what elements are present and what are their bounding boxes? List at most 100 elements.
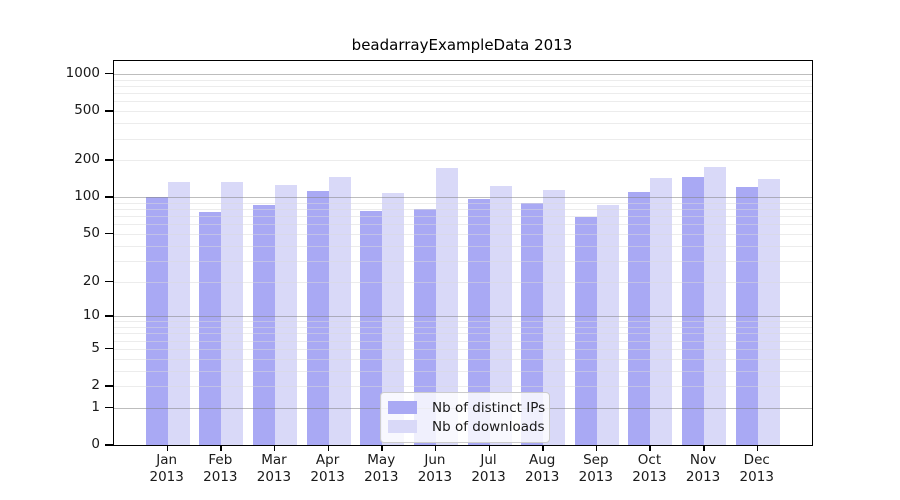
legend-swatch-downloads: [388, 420, 417, 433]
gridline-minor: [114, 321, 812, 323]
x-axis-label: Jun 2013: [417, 452, 453, 485]
y-axis-tick: [105, 406, 113, 409]
x-axis-tick: [327, 445, 330, 451]
y-axis-tick: [105, 196, 113, 198]
gridline-minor: [114, 386, 812, 387]
x-axis-label: Jul 2013: [471, 452, 506, 485]
legend-swatch-ips: [388, 401, 417, 414]
bar-downloads: [382, 192, 405, 445]
bar-downloads: [543, 190, 566, 445]
y-axis-tick: [105, 347, 113, 350]
bar-distinct-ips: [199, 212, 222, 445]
y-axis-tick: [105, 72, 113, 75]
x-axis-tick: [649, 445, 651, 451]
x-axis-tick: [220, 445, 222, 451]
gridline-minor: [114, 333, 812, 335]
x-axis-tick: [273, 445, 276, 451]
bar-distinct-ips: [628, 192, 651, 445]
x-axis-tick: [542, 445, 544, 451]
gridline-minor: [114, 138, 812, 140]
bar-downloads: [489, 186, 512, 445]
legend-item-downloads: Nb of downloads: [388, 417, 545, 436]
y-axis-tick: [105, 159, 113, 161]
gridline-minor: [114, 260, 812, 262]
gridline-minor: [114, 224, 812, 226]
x-axis-tick: [756, 445, 759, 451]
gridline-major: [114, 197, 812, 199]
x-axis-tick: [381, 445, 383, 451]
bar-distinct-ips: [145, 197, 168, 445]
y-axis-label: 100: [74, 188, 100, 205]
bar-downloads: [328, 177, 351, 445]
y-axis-label: 1: [91, 398, 100, 415]
gridline-minor: [114, 79, 812, 81]
x-axis-tick: [488, 445, 491, 451]
y-axis-tick: [105, 232, 113, 235]
y-axis-label: 2: [91, 377, 100, 393]
gridline-minor: [114, 202, 812, 204]
x-axis-label: Nov 2013: [685, 452, 721, 485]
legend-item-distinct-ips: Nb of distinct IPs: [388, 398, 545, 417]
gridline-minor: [114, 85, 812, 87]
y-axis-tick: [105, 385, 113, 387]
bar-downloads: [274, 184, 297, 445]
y-axis-tick: [105, 110, 113, 112]
plot-area: Nb of distinct IPs Nb of downloads: [113, 60, 813, 446]
y-axis-label: 1000: [65, 64, 100, 81]
x-axis-label: Feb 2013: [203, 452, 238, 485]
gridline-major: [114, 316, 812, 318]
bar-downloads: [757, 178, 780, 445]
bar-distinct-ips: [252, 205, 275, 445]
y-axis-label: 50: [82, 224, 100, 241]
x-axis-tick: [595, 445, 598, 451]
y-axis-label: 500: [74, 102, 100, 119]
bar-downloads: [221, 182, 244, 445]
gridline-minor: [114, 327, 812, 328]
gridline-major: [114, 73, 812, 75]
chart-title: beadarrayExampleData 2013: [351, 36, 573, 54]
gridline-minor: [114, 160, 812, 162]
x-axis-label: Mar 2013: [256, 452, 292, 485]
gridline-minor: [114, 209, 812, 211]
y-axis-label: 5: [91, 339, 100, 356]
x-axis-tick: [166, 445, 169, 451]
gridline-minor: [114, 93, 812, 95]
gridline-minor: [114, 340, 812, 342]
bar-distinct-ips: [521, 202, 544, 445]
x-axis-label: Oct 2013: [632, 452, 667, 485]
gridline-minor: [114, 123, 812, 125]
y-axis-tick: [105, 315, 113, 317]
gridline-minor: [114, 370, 812, 372]
x-axis-label: May 2013: [364, 452, 399, 485]
legend: Nb of distinct IPs Nb of downloads: [380, 392, 550, 443]
gridline-minor: [114, 111, 812, 113]
legend-label-ips: Nb of distinct IPs: [432, 399, 546, 416]
gridline-minor: [114, 348, 812, 350]
bar-distinct-ips: [306, 191, 329, 445]
x-axis-label: Aug 2013: [524, 452, 560, 485]
x-axis-label: Sep 2013: [578, 452, 613, 485]
bar-downloads: [596, 204, 619, 445]
y-axis-tick: [105, 444, 113, 446]
bar-distinct-ips: [574, 216, 597, 445]
gridline-minor: [114, 281, 812, 283]
bar-downloads: [167, 182, 190, 445]
bar-distinct-ips: [682, 176, 705, 445]
gridline-minor: [114, 245, 812, 247]
bar-downloads: [650, 177, 673, 445]
y-axis-tick: [105, 280, 113, 282]
y-axis-label: 0: [91, 436, 100, 452]
gridline-minor: [114, 358, 812, 360]
x-axis-tick: [434, 445, 437, 451]
y-axis-label: 200: [74, 151, 100, 168]
x-axis-label: Apr 2013: [310, 452, 345, 485]
gridline-minor: [114, 233, 812, 235]
gridline-minor: [114, 101, 812, 103]
y-axis-label: 20: [82, 272, 100, 289]
gridline-minor: [114, 216, 812, 218]
bar-downloads: [435, 168, 458, 445]
bar-downloads: [704, 167, 727, 445]
legend-label-downloads: Nb of downloads: [432, 418, 545, 435]
x-axis-tick: [703, 445, 705, 451]
